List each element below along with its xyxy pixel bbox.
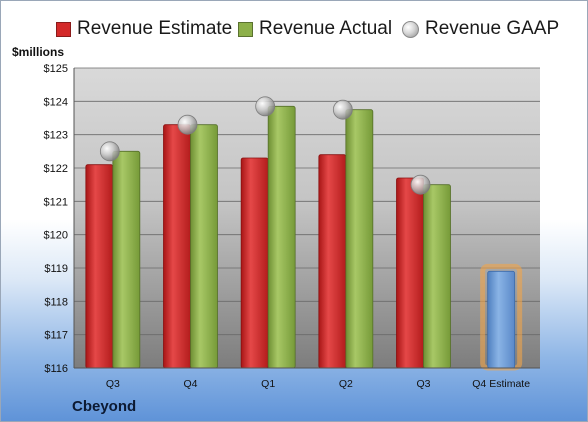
bar-actual (267, 105, 296, 369)
legend-label-estimate: Revenue Estimate (77, 18, 233, 39)
bar-actual (190, 124, 218, 369)
y-tick-label: $118 (44, 296, 68, 308)
y-tick-label: $117 (44, 330, 68, 342)
legend: Revenue Estimate Revenue Actual Revenue … (0, 14, 588, 44)
gaap-marker (255, 96, 276, 117)
x-tick-label: Q4 Estimate (472, 378, 530, 390)
legend-swatch-estimate (56, 21, 71, 37)
y-tick-label: $116 (44, 363, 68, 375)
legend-item-gaap: Revenue GAAP (402, 18, 559, 40)
x-tick-label: Q3 (106, 378, 120, 390)
bar-actual (112, 150, 141, 369)
y-tick-label: $122 (44, 163, 68, 175)
y-tick-label: $120 (44, 230, 68, 242)
y-tick-label: $119 (44, 263, 68, 275)
gaap-marker (410, 174, 431, 195)
bar-actual (423, 184, 451, 369)
x-tick-label: Q3 (416, 378, 430, 390)
y-axis-units-label: $millions (12, 45, 65, 59)
company-name: Cbeyond (72, 398, 137, 415)
gaap-marker (332, 99, 353, 120)
bars (85, 105, 523, 371)
legend-swatch-actual (238, 21, 253, 37)
bar-estimate (163, 124, 191, 369)
legend-item-estimate: Revenue Estimate (56, 18, 232, 40)
y-tick-label: $121 (44, 196, 68, 208)
legend-marker-gaap (402, 20, 419, 38)
bar-estimate (85, 164, 114, 369)
bar-actual (345, 109, 374, 369)
y-tick-label: $125 (44, 63, 68, 75)
legend-label-gaap: Revenue GAAP (425, 18, 560, 39)
y-tick-label: $124 (44, 96, 68, 108)
y-axis: $116 $117 $118 $119 $120 $121 $122 $123 $124 $125 (44, 63, 75, 375)
x-tick-label: Q2 (339, 378, 353, 390)
bar-estimate-forecast (487, 270, 516, 369)
gaap-markers (99, 96, 431, 195)
x-axis: Q3 Q4 Q1 Q2 Q3 Q4 Estimate (74, 367, 540, 390)
bar-estimate (240, 157, 269, 369)
x-tick-label: Q4 (183, 378, 197, 390)
x-tick-label: Q1 (261, 378, 275, 390)
plot-area (74, 68, 540, 368)
gaap-marker (177, 114, 198, 135)
y-tick-label: $123 (44, 130, 68, 142)
bar-estimate (318, 154, 347, 369)
bar-estimate (396, 177, 424, 369)
legend-item-actual: Revenue Actual (238, 18, 392, 40)
gaap-marker (99, 141, 120, 162)
legend-label-actual: Revenue Actual (259, 18, 393, 39)
